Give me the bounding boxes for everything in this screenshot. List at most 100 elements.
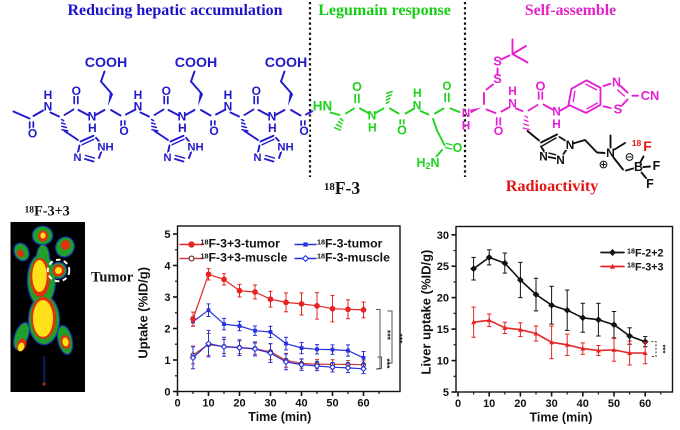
svg-text:2: 2 <box>164 324 170 336</box>
svg-text:40: 40 <box>577 398 589 410</box>
svg-text:N: N <box>612 76 621 90</box>
svg-text:30: 30 <box>437 230 449 242</box>
svg-text:18F-2+2: 18F-2+2 <box>627 247 664 260</box>
svg-text:18F-3+3-muscle: 18F-3+3-muscle <box>201 251 288 265</box>
svg-text:20: 20 <box>233 398 245 410</box>
svg-text:O: O <box>72 84 81 98</box>
svg-text:N: N <box>552 105 561 119</box>
svg-text:50: 50 <box>608 398 620 410</box>
svg-text:3: 3 <box>164 292 170 304</box>
svg-text:N: N <box>268 110 277 124</box>
svg-text:0: 0 <box>455 398 461 410</box>
svg-text:NH: NH <box>97 142 113 154</box>
svg-text:O: O <box>352 80 362 94</box>
svg-text:H: H <box>268 121 277 135</box>
svg-text:18: 18 <box>632 138 642 148</box>
svg-text:S: S <box>614 102 623 117</box>
svg-text:***: *** <box>383 330 393 341</box>
svg-text:4: 4 <box>164 261 171 273</box>
svg-text:H: H <box>552 117 561 131</box>
svg-text:N: N <box>178 110 187 124</box>
svg-text:N: N <box>88 110 97 124</box>
svg-text:1: 1 <box>164 355 170 367</box>
svg-text:NH: NH <box>187 142 203 154</box>
svg-text:60: 60 <box>357 398 369 410</box>
svg-text:O: O <box>162 84 171 98</box>
svg-text:***: *** <box>659 345 668 354</box>
svg-text:COOH: COOH <box>175 55 218 71</box>
svg-text:H: H <box>368 121 377 135</box>
svg-text:30: 30 <box>264 398 276 410</box>
svg-text:CN: CN <box>641 88 659 103</box>
svg-text:N: N <box>368 109 377 123</box>
svg-text:HN: HN <box>313 99 333 114</box>
svg-text:N: N <box>134 100 143 114</box>
svg-text:H: H <box>413 86 422 100</box>
svg-text:5: 5 <box>164 229 170 241</box>
svg-text:18F-3+3: 18F-3+3 <box>25 204 70 220</box>
svg-text:F: F <box>653 159 661 173</box>
svg-text:N: N <box>566 138 575 152</box>
svg-text:***: *** <box>382 359 392 370</box>
svg-text:N: N <box>44 100 53 114</box>
svg-text:F: F <box>646 177 654 191</box>
svg-text:10: 10 <box>202 398 214 410</box>
svg-text:20: 20 <box>514 398 526 410</box>
svg-text:N: N <box>413 99 422 113</box>
svg-text:S: S <box>493 54 502 69</box>
svg-text:Tumor: Tumor <box>91 270 134 286</box>
svg-text:18F-3-muscle: 18F-3-muscle <box>317 251 390 265</box>
svg-text:N: N <box>556 153 565 167</box>
svg-text:O: O <box>536 79 546 94</box>
svg-text:H: H <box>44 88 53 102</box>
svg-text:18F-3-tumor: 18F-3-tumor <box>317 237 383 251</box>
svg-text:Liver uptake (%ID/g): Liver uptake (%ID/g) <box>419 250 434 375</box>
svg-text:40: 40 <box>295 398 307 410</box>
svg-text:0: 0 <box>174 398 180 410</box>
svg-text:N: N <box>606 146 615 160</box>
svg-text:O: O <box>119 124 128 138</box>
svg-text:O: O <box>453 141 463 155</box>
svg-text:15: 15 <box>437 324 449 336</box>
svg-text:20: 20 <box>437 293 449 305</box>
svg-text:10: 10 <box>437 356 449 368</box>
svg-text:Reducing hepatic accumulation: Reducing hepatic accumulation <box>67 2 282 19</box>
svg-text:O: O <box>209 124 218 138</box>
svg-text:25: 25 <box>437 261 449 273</box>
svg-text:0: 0 <box>164 387 170 399</box>
svg-text:N: N <box>253 152 261 164</box>
svg-text:Radioactivity: Radioactivity <box>506 177 599 195</box>
svg-text:Legumain response: Legumain response <box>318 2 451 19</box>
svg-text:10: 10 <box>483 398 495 410</box>
svg-text:O: O <box>494 124 504 138</box>
svg-text:N: N <box>539 150 548 164</box>
svg-text:H: H <box>178 121 187 135</box>
svg-text:H: H <box>224 88 233 102</box>
svg-text:5: 5 <box>443 387 449 399</box>
svg-text:Time (min): Time (min) <box>248 410 311 424</box>
svg-text:N: N <box>73 152 81 164</box>
svg-text:O: O <box>299 124 308 138</box>
svg-text:O: O <box>252 84 261 98</box>
svg-text:18F-3+3: 18F-3+3 <box>627 261 664 274</box>
svg-text:O: O <box>443 81 452 93</box>
svg-text:18F-3: 18F-3 <box>324 178 361 198</box>
svg-text:30: 30 <box>545 398 557 410</box>
svg-text:S: S <box>493 71 502 86</box>
svg-text:H2N: H2N <box>416 156 439 171</box>
svg-text:N: N <box>462 106 471 120</box>
svg-text:COOH: COOH <box>85 55 128 71</box>
svg-text:Uptake (%ID/g): Uptake (%ID/g) <box>136 267 151 359</box>
svg-text:F: F <box>643 138 652 154</box>
svg-text:H: H <box>134 88 143 102</box>
svg-text:18F-3+3-tumor: 18F-3+3-tumor <box>201 237 281 251</box>
svg-text:B: B <box>634 160 643 174</box>
svg-text:O: O <box>397 124 407 138</box>
svg-text:H: H <box>508 84 517 98</box>
svg-text:O: O <box>28 127 37 141</box>
svg-text:***: *** <box>395 334 405 345</box>
svg-text:N: N <box>508 97 517 111</box>
svg-text:N: N <box>163 152 171 164</box>
svg-text:COOH: COOH <box>265 55 308 71</box>
svg-text:Time (min): Time (min) <box>530 411 593 425</box>
